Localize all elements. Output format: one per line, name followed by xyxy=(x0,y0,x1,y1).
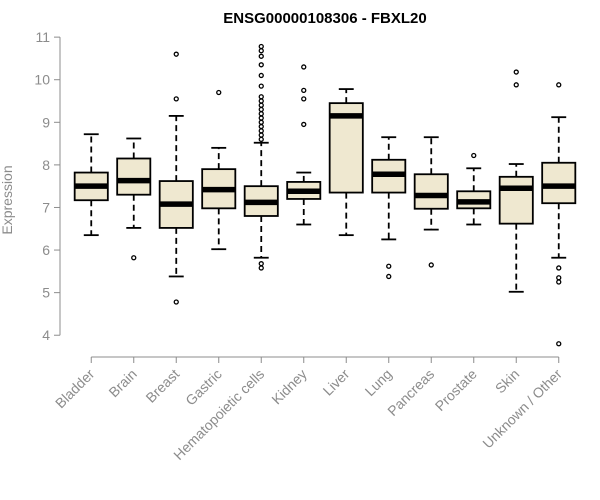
y-tick-label: 8 xyxy=(42,157,50,173)
outlier-point xyxy=(258,53,264,59)
y-tick-label: 6 xyxy=(42,242,50,258)
outlier-point xyxy=(301,64,307,70)
box-hematopoietic-cells xyxy=(243,43,279,271)
outlier-point xyxy=(556,275,562,281)
outlier-point xyxy=(258,265,264,271)
outlier-point xyxy=(258,83,264,89)
box-pancreas xyxy=(413,136,449,268)
outlier-point xyxy=(258,48,264,54)
outlier-point xyxy=(428,262,434,268)
y-tick-label: 10 xyxy=(34,72,50,88)
x-tick-label: Prostate xyxy=(432,366,480,414)
outlier-point xyxy=(131,255,137,261)
outlier-point xyxy=(471,152,477,159)
boxes-group xyxy=(73,43,577,347)
outlier-point xyxy=(173,299,179,305)
box-unknown-other xyxy=(541,82,577,347)
x-tick-label: Kidney xyxy=(268,366,310,408)
outlier-point xyxy=(173,96,179,102)
x-tick-label: Liver xyxy=(320,366,353,399)
outlier-point xyxy=(556,341,562,347)
y-tick-label: 9 xyxy=(42,114,50,130)
outlier-point xyxy=(258,106,264,113)
outlier-point xyxy=(258,111,264,117)
x-tick-label: Skin xyxy=(492,366,523,397)
outlier-point xyxy=(258,94,264,100)
y-tick-label: 4 xyxy=(42,327,50,343)
x-tick-label: Lung xyxy=(362,366,395,399)
y-tick-label: 11 xyxy=(35,29,50,45)
outlier-point xyxy=(556,82,562,88)
iqr-box xyxy=(413,173,449,210)
outlier-point xyxy=(386,263,392,269)
chart-title: ENSG00000108306 - FBXL20 xyxy=(223,10,426,27)
y-tick-label: 5 xyxy=(42,285,50,301)
box-kidney xyxy=(286,64,322,226)
box-gastric xyxy=(201,89,237,251)
outlier-point xyxy=(258,261,264,267)
outlier-point xyxy=(258,98,264,104)
outlier-point xyxy=(216,89,222,96)
box-skin xyxy=(498,69,534,293)
outlier-point xyxy=(258,72,264,79)
iqr-box xyxy=(541,161,577,205)
x-tick-label: Bladder xyxy=(52,366,98,412)
outlier-point xyxy=(258,119,264,125)
box-liver xyxy=(328,88,364,237)
iqr-box xyxy=(498,175,534,225)
box-breast xyxy=(158,51,194,305)
box-brain xyxy=(116,137,152,261)
x-tick-label: Pancreas xyxy=(384,366,437,419)
outlier-point xyxy=(258,136,264,142)
y-axis-label: Expression xyxy=(0,165,15,234)
outlier-point xyxy=(258,123,264,130)
outlier-point xyxy=(258,43,264,50)
x-tick-label: Breast xyxy=(142,366,182,406)
outlier-point xyxy=(513,82,519,88)
outlier-point xyxy=(386,273,392,280)
box-prostate xyxy=(456,152,492,226)
outlier-point xyxy=(258,115,264,121)
y-axis: 4 5 6 7 8 9 10 11 xyxy=(34,29,61,343)
y-tick-label: 7 xyxy=(42,199,50,215)
outlier-point xyxy=(301,121,307,128)
outlier-point xyxy=(258,102,264,108)
outlier-point xyxy=(556,279,562,285)
x-tick-label: Brain xyxy=(105,366,139,400)
iqr-box xyxy=(116,157,152,196)
outlier-point xyxy=(258,132,264,138)
box-bladder xyxy=(73,133,109,237)
outlier-point xyxy=(301,96,307,102)
outlier-point xyxy=(556,265,562,271)
outlier-point xyxy=(301,87,307,94)
outlier-point xyxy=(258,128,264,134)
outlier-point xyxy=(513,69,519,75)
outlier-point xyxy=(258,62,264,68)
outlier-point xyxy=(173,51,179,57)
box-lung xyxy=(371,136,407,280)
x-tick-label: Unknown / Other xyxy=(479,366,565,452)
